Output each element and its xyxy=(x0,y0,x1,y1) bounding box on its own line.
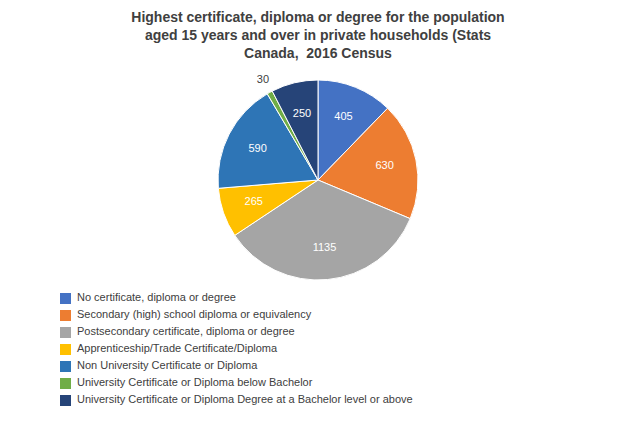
legend-swatch xyxy=(60,310,71,321)
legend-swatch xyxy=(60,395,71,406)
legend-item: University Certificate or Diploma below … xyxy=(60,376,313,389)
legend-label: Non University Certificate or Diploma xyxy=(77,359,258,371)
data-label: 250 xyxy=(293,107,311,119)
legend-swatch xyxy=(60,293,71,304)
legend-item: Apprenticeship/Trade Certificate/Diploma xyxy=(60,342,278,355)
legend-label: Apprenticeship/Trade Certificate/Diploma xyxy=(77,342,278,354)
data-label: 30 xyxy=(257,73,269,85)
legend-item: Secondary (high) school diploma or equiv… xyxy=(60,308,312,321)
data-labels: 405 630 1135 265 590 30 250 xyxy=(245,73,394,253)
data-label: 405 xyxy=(334,110,352,122)
title-line: Canada, 2016 Census xyxy=(244,45,392,61)
title-line: aged 15 years and over in private househ… xyxy=(145,27,491,43)
legend: No certificate, diploma or degree Seconda… xyxy=(60,291,413,406)
legend-swatch xyxy=(60,361,71,372)
legend-label: Postsecondary certificate, diploma or de… xyxy=(77,325,295,337)
legend-item: Postsecondary certificate, diploma or de… xyxy=(60,325,295,338)
title-line: Highest certificate, diploma or degree f… xyxy=(131,9,504,25)
legend-item: No certificate, diploma or degree xyxy=(60,291,236,304)
legend-label: University Certificate or Diploma below … xyxy=(77,376,313,388)
legend-swatch xyxy=(60,378,71,389)
pie-slice xyxy=(218,180,318,235)
data-label: 265 xyxy=(245,195,263,207)
data-label: 1135 xyxy=(313,241,337,253)
legend-swatch xyxy=(60,344,71,355)
pie-slice xyxy=(235,180,410,280)
legend-swatch xyxy=(60,327,71,338)
legend-item: University Certificate or Diploma Degree… xyxy=(60,393,413,406)
legend-label: Secondary (high) school diploma or equiv… xyxy=(77,308,312,320)
chart: Highest certificate, diploma or degree f… xyxy=(0,0,636,442)
legend-label: University Certificate or Diploma Degree… xyxy=(77,393,413,405)
data-label: 590 xyxy=(248,142,266,154)
pie xyxy=(218,80,418,280)
legend-item: Non University Certificate or Diploma xyxy=(60,359,258,372)
legend-label: No certificate, diploma or degree xyxy=(77,291,236,303)
pie-slice xyxy=(272,80,318,180)
data-label: 630 xyxy=(375,159,393,171)
title: Highest certificate, diploma or degree f… xyxy=(131,9,504,61)
